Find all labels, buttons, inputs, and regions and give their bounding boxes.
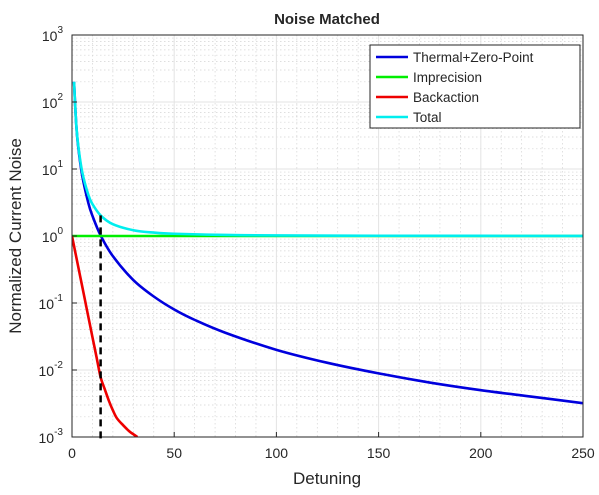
y-tick-label: 102 (42, 92, 64, 111)
series-line-total (72, 81, 583, 238)
x-tick-label: 100 (265, 445, 289, 461)
series-line-backaction (72, 235, 139, 437)
y-axis-label: Normalized Current Noise (6, 138, 25, 334)
y-tick-label: 101 (42, 159, 64, 178)
y-tick-label: 103 (42, 25, 64, 44)
legend-box (369, 44, 581, 129)
x-tick-label: 150 (367, 445, 391, 461)
plot-area (72, 81, 583, 437)
legend: Thermal+Zero-Point Imprecision Backaction T… (369, 44, 581, 129)
y-tick-label: 10-1 (39, 293, 64, 312)
legend-label-imprecision: Imprecision (413, 70, 482, 85)
x-tick-label: 200 (469, 445, 493, 461)
y-tick-label: 10-3 (39, 427, 64, 446)
legend-label-backaction: Backaction (413, 90, 479, 105)
x-tick-label: 0 (68, 445, 76, 461)
y-tick-label: 10-2 (39, 360, 64, 379)
x-tick-label: 50 (166, 445, 182, 461)
x-tick-label: 250 (571, 445, 595, 461)
axis-ticks: 0 50 100 150 200 250 10-3 10-2 10-1 100 101 102 103 (39, 25, 595, 461)
legend-label-thermal-zero-point: Thermal+Zero-Point (413, 50, 534, 65)
legend-label-total: Total (413, 110, 442, 125)
chart-title: Noise Matched (274, 11, 380, 28)
y-tick-label: 100 (42, 226, 64, 245)
x-axis-label: Detuning (293, 469, 361, 488)
